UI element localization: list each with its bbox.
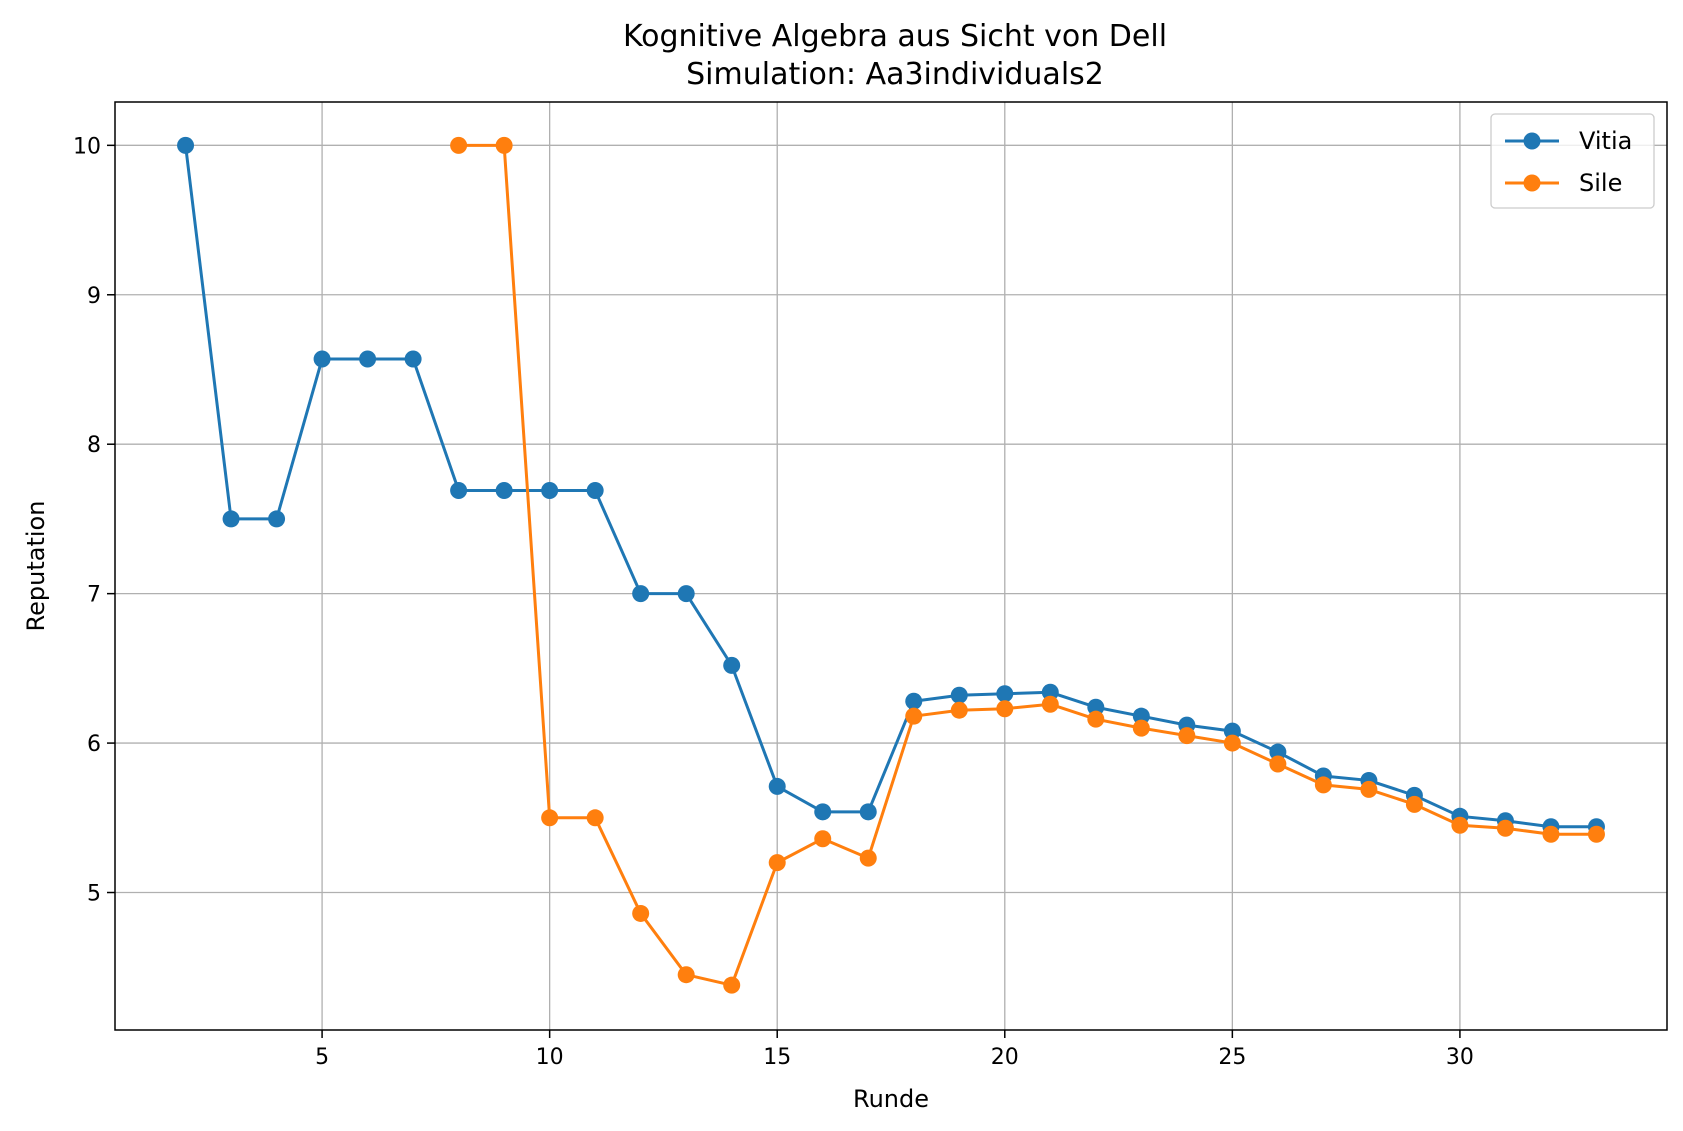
data-point bbox=[450, 482, 468, 500]
data-point bbox=[268, 510, 286, 528]
y-axis-label: Reputation bbox=[22, 501, 50, 632]
y-tick-label: 8 bbox=[87, 433, 101, 458]
y-tick-label: 10 bbox=[73, 134, 101, 159]
data-point bbox=[495, 136, 513, 154]
x-tick-label: 5 bbox=[315, 1045, 329, 1070]
data-point bbox=[1223, 734, 1241, 752]
data-point bbox=[177, 136, 195, 154]
series-layer bbox=[177, 136, 1605, 994]
data-point bbox=[313, 350, 331, 368]
data-point bbox=[1496, 819, 1514, 837]
data-point bbox=[586, 809, 604, 827]
data-point bbox=[1041, 683, 1059, 701]
data-point bbox=[1269, 755, 1287, 773]
data-point bbox=[1587, 825, 1605, 843]
data-point bbox=[404, 350, 422, 368]
data-point bbox=[814, 830, 832, 848]
data-point bbox=[1041, 695, 1059, 713]
x-axis-ticks: 5 10 15 20 25 30 bbox=[315, 1030, 1474, 1070]
chart-title: Kognitive Algebra aus Sicht von Dell bbox=[623, 19, 1167, 54]
series-vitia bbox=[177, 136, 1605, 836]
y-tick-label: 5 bbox=[87, 882, 101, 907]
data-point bbox=[632, 585, 650, 603]
data-point bbox=[723, 656, 741, 674]
data-point bbox=[541, 809, 559, 827]
x-tick-label: 25 bbox=[1218, 1045, 1246, 1070]
data-point bbox=[1314, 776, 1332, 794]
y-tick-label: 7 bbox=[87, 583, 101, 608]
y-axis-ticks: 5 6 7 8 9 10 bbox=[73, 134, 115, 907]
data-point bbox=[632, 904, 650, 922]
series-sile bbox=[450, 136, 1605, 994]
y-tick-label: 6 bbox=[87, 732, 101, 757]
data-point bbox=[495, 482, 513, 500]
data-point bbox=[950, 686, 968, 704]
x-tick-label: 30 bbox=[1446, 1045, 1474, 1070]
data-point bbox=[768, 854, 786, 872]
data-point bbox=[905, 692, 923, 710]
data-point bbox=[723, 976, 741, 994]
legend-label: Sile bbox=[1579, 169, 1622, 197]
legend-label: Vitia bbox=[1579, 127, 1632, 155]
x-axis-label: Runde bbox=[853, 1085, 929, 1113]
data-point bbox=[1269, 743, 1287, 761]
plot-frame bbox=[114, 101, 1668, 1031]
data-point bbox=[359, 350, 377, 368]
data-point bbox=[222, 510, 240, 528]
data-point bbox=[677, 585, 695, 603]
data-point bbox=[1132, 707, 1150, 725]
data-point bbox=[859, 849, 877, 867]
data-point bbox=[1132, 719, 1150, 737]
data-point bbox=[1087, 698, 1105, 716]
data-point bbox=[1178, 727, 1196, 745]
data-point bbox=[1542, 825, 1560, 843]
data-point bbox=[768, 777, 786, 795]
legend-marker bbox=[1523, 132, 1541, 150]
legend-item-vitia: Vitia bbox=[1505, 127, 1632, 155]
legend-item-sile: Sile bbox=[1505, 169, 1622, 197]
data-point bbox=[1087, 710, 1105, 728]
chart-subtitle: Simulation: Aa3individuals2 bbox=[686, 57, 1104, 92]
data-point bbox=[1451, 816, 1469, 834]
data-point bbox=[996, 700, 1014, 718]
data-point bbox=[1405, 795, 1423, 813]
data-point bbox=[814, 803, 832, 821]
x-tick-label: 15 bbox=[763, 1045, 791, 1070]
data-point bbox=[859, 803, 877, 821]
data-point bbox=[450, 136, 468, 154]
data-point bbox=[1223, 722, 1241, 740]
x-tick-label: 20 bbox=[991, 1045, 1019, 1070]
grid-lines bbox=[115, 102, 1667, 1030]
x-tick-label: 10 bbox=[536, 1045, 564, 1070]
data-point bbox=[677, 966, 695, 984]
data-point bbox=[950, 701, 968, 719]
legend: Vitia Sile bbox=[1490, 113, 1655, 209]
data-point bbox=[905, 707, 923, 725]
data-point bbox=[541, 482, 559, 500]
data-point bbox=[996, 685, 1014, 703]
y-tick-label: 9 bbox=[87, 284, 101, 309]
data-point bbox=[1360, 780, 1378, 798]
data-point bbox=[586, 482, 604, 500]
legend-marker bbox=[1523, 174, 1541, 192]
